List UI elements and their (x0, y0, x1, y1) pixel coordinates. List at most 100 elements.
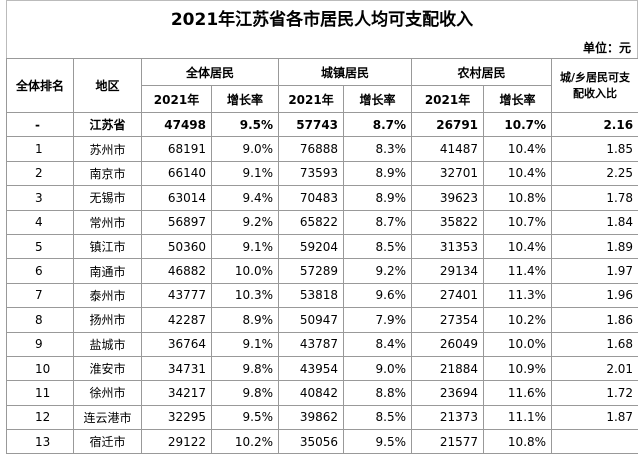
table-cell: 淮安市 (73, 355, 142, 382)
table-cell: 10 (6, 355, 74, 382)
table-cell: 8.7% (343, 111, 413, 138)
table-cell: 11.1% (483, 404, 553, 431)
table-cell: 43777 (141, 282, 212, 309)
table-cell: 34731 (141, 355, 212, 382)
table-cell: 11 (6, 380, 74, 406)
table-cell: 1.96 (551, 282, 638, 309)
table-row: 6 南通市 46882 10.0% 57289 9.2% 29134 11.4% 1.97 (6, 258, 638, 284)
table-cell: 镇江市 (73, 233, 142, 260)
table-cell: 23694 (411, 380, 485, 406)
table-cell: 11.3% (483, 282, 553, 309)
table-cell: 9.6% (343, 282, 413, 309)
table-cell: 40842 (278, 380, 345, 406)
header-cell: 城/乡居民可支配收入比 (551, 58, 638, 113)
table-cell: 76888 (278, 136, 345, 162)
table-cell: 10.2% (483, 307, 553, 333)
sub-header-cell: 2021年 (411, 85, 485, 113)
table-cell: 1.87 (551, 404, 638, 431)
table-cell: 10.8% (483, 429, 553, 455)
table-cell: 32701 (411, 160, 485, 187)
table-row: - 江苏省 47498 9.5% 57743 8.7% 26791 10.7% 2.16 (6, 111, 638, 138)
table-row: 12 连云港市 32295 9.5% 39862 8.5% 21373 11.1% 1.87 (6, 404, 638, 431)
table-cell: 1.72 (551, 380, 638, 406)
table-cell: 70483 (278, 185, 345, 211)
table-cell: 21577 (411, 429, 485, 455)
table-cell: 8.4% (343, 331, 413, 357)
table-cell: 50360 (141, 233, 212, 260)
table-cell: 1.68 (551, 331, 638, 357)
table-cell: 34217 (141, 380, 212, 406)
table-row: 3 无锡市 63014 9.4% 70483 8.9% 39623 10.8% 1.78 (6, 185, 638, 211)
table-row: 11 徐州市 34217 9.8% 40842 8.8% 23694 11.6% 1.72 (6, 380, 638, 406)
table-cell: 9.4% (210, 185, 280, 211)
table-cell: 35822 (411, 209, 485, 235)
table-cell: 57743 (278, 111, 345, 138)
table-cell: 29122 (141, 429, 212, 455)
table-cell: 8.5% (343, 404, 413, 431)
income-table: 全体排名 地区 全体居民 城镇居民 农村居民 城/乡居民可支配收入比 2021年… (6, 58, 638, 455)
table-cell: 46882 (141, 258, 212, 284)
sub-header-cell: 2021年 (278, 85, 345, 113)
table-cell: 8.9% (343, 160, 413, 187)
table-cell: 1 (6, 136, 74, 162)
table-cell: 6 (6, 258, 74, 284)
table-cell: 9.5% (343, 429, 413, 455)
table-cell: 11.6% (483, 380, 553, 406)
page: 2021年江苏省各市居民人均可支配收入 单位：元 全体排名 地区 全体居民 城镇… (6, 0, 638, 463)
table-row: 4 常州市 56897 9.2% 65822 8.7% 35822 10.7% 1.84 (6, 209, 638, 235)
table-cell: 苏州市 (73, 136, 142, 162)
table-cell: 12 (6, 404, 74, 431)
table-cell: 10.2% (210, 429, 280, 455)
table-cell: 1.89 (551, 233, 638, 260)
table-cell: 41487 (411, 136, 485, 162)
table-row: 1 苏州市 68191 9.0% 76888 8.3% 41487 10.4% 1.85 (6, 136, 638, 162)
table-cell: 13 (6, 429, 74, 455)
table-cell: 36764 (141, 331, 212, 357)
table-cell: 8.3% (343, 136, 413, 162)
table-cell: 9.8% (210, 355, 280, 382)
header-cell: 农村居民 (411, 58, 553, 86)
table-cell: 10.7% (483, 209, 553, 235)
table-cell: 43787 (278, 331, 345, 357)
table-cell: 11.4% (483, 258, 553, 284)
table-cell: 31353 (411, 233, 485, 260)
table-cell: 29134 (411, 258, 485, 284)
table-cell: 9.1% (210, 331, 280, 357)
table-cell: 27354 (411, 307, 485, 333)
table-cell: 32295 (141, 404, 212, 431)
table-row: 13 宿迁市 29122 10.2% 35056 9.5% 21577 10.8% (6, 429, 638, 455)
table-cell: 宿迁市 (73, 429, 142, 455)
table-cell: 9 (6, 331, 74, 357)
table-cell: 2.16 (551, 111, 638, 138)
table-cell: 1.97 (551, 258, 638, 284)
table-cell: 43954 (278, 355, 345, 382)
table-cell: 9.0% (343, 355, 413, 382)
table-cell: 7 (6, 282, 74, 309)
table-row: 10 淮安市 34731 9.8% 43954 9.0% 21884 10.9% 2.01 (6, 355, 638, 382)
table-cell: 53818 (278, 282, 345, 309)
table-cell: 5 (6, 233, 74, 260)
sub-header-cell: 增长率 (343, 85, 413, 113)
table-cell: 68191 (141, 136, 212, 162)
table-cell: 2.25 (551, 160, 638, 187)
table-cell: 10.4% (483, 233, 553, 260)
table-row: 8 扬州市 42287 8.9% 50947 7.9% 27354 10.2% 1.86 (6, 307, 638, 333)
table-cell: 7.9% (343, 307, 413, 333)
table-cell: 连云港市 (73, 404, 142, 431)
table-cell: 2 (6, 160, 74, 187)
table-cell: 9.8% (210, 380, 280, 406)
table-cell: 66140 (141, 160, 212, 187)
title: 2021年江苏省各市居民人均可支配收入 (6, 0, 638, 38)
table-cell: 39623 (411, 185, 485, 211)
table-cell: 无锡市 (73, 185, 142, 211)
table-cell: 9.0% (210, 136, 280, 162)
table-cell: 8.9% (343, 185, 413, 211)
table-row: 2 南京市 66140 9.1% 73593 8.9% 32701 10.4% 2.25 (6, 160, 638, 187)
table-cell: 56897 (141, 209, 212, 235)
table-cell: 10.4% (483, 160, 553, 187)
table-cell: 南通市 (73, 258, 142, 284)
header-cell: 地区 (73, 58, 142, 113)
table-cell: 10.3% (210, 282, 280, 309)
table-cell: 27401 (411, 282, 485, 309)
table-cell: - (6, 111, 74, 138)
